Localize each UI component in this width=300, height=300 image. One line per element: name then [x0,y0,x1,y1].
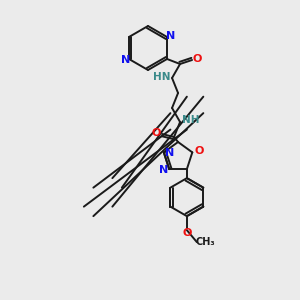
Text: O: O [182,228,192,238]
Text: N: N [121,55,130,65]
Text: NH: NH [182,115,200,125]
Text: O: O [192,54,202,64]
Text: O: O [152,128,161,138]
Text: O: O [195,146,204,156]
Text: CH₃: CH₃ [195,237,215,247]
Text: N: N [166,31,175,41]
Text: HN: HN [153,72,171,82]
Text: N: N [159,165,168,175]
Text: N: N [165,148,174,158]
